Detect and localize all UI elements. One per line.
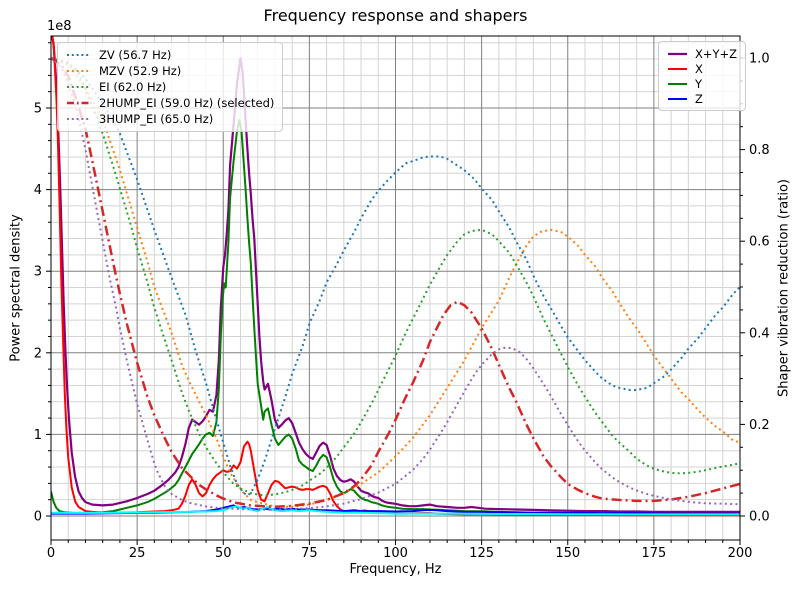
curve-cyan [51,505,740,516]
curve-y [51,119,740,515]
legend-label: Y [695,76,703,91]
curve-mzv [51,57,740,508]
3hump-ei-line-swatch [66,114,92,124]
y-right-tick-label: 0.8 [749,143,770,158]
y-left-tick-label: 3 [34,265,42,280]
x-tick-label: 75 [301,546,318,561]
y-axis-label-left: Power spectral density [8,214,24,362]
chart-title: Frequency response and shapers [263,6,528,25]
legend-label: 3HUMP_EI (65.0 Hz) [99,112,214,126]
y-right-tick-label: 0.0 [749,510,770,525]
curve-xyz [51,36,740,513]
zv-line-swatch [66,50,92,60]
mzv-line-swatch [66,66,92,76]
y-left-tick-label: 4 [34,183,42,198]
tick-marks [46,42,745,545]
x-tick-label: 125 [469,546,494,561]
legend-item-zv: ZV (56.7 Hz) [66,47,274,63]
xyz-line-swatch [667,49,688,59]
legend-item-3hump-ei: 3HUMP_EI (65.0 Hz) [66,111,274,127]
y-axis-offset-label: 1e8 [47,19,72,34]
curve-zv [51,57,740,497]
y-line-swatch [667,79,688,89]
legend-label: Z [695,91,703,106]
y-axis-label-right: Shaper vibration reduction (ratio) [776,179,792,397]
y-left-tick-label: 1 [34,428,42,443]
y-left-tick-label: 0 [34,510,42,525]
legend-label: X+Y+Z [695,46,738,61]
curve-ei [51,57,740,497]
y-left-tick-label: 5 [34,102,42,117]
x-tick-label: 175 [641,546,666,561]
legend-item-2hump-ei: 2HUMP_EI (59.0 Hz) (selected) [66,95,274,111]
legend-label: MZV (52.9 Hz) [99,64,182,78]
y-right-tick-label: 0.4 [749,326,770,341]
legend-label: ZV (56.7 Hz) [99,48,172,62]
legend-label: EI (62.0 Hz) [99,80,167,94]
legend-item-xyz: X+Y+Z [667,46,737,61]
legend-label: X [695,61,703,76]
z-line-swatch [667,94,688,104]
y-right-tick-label: 0.6 [749,235,770,250]
x-line-swatch [667,64,688,74]
legend-item-ei: EI (62.0 Hz) [66,79,274,95]
y-left-tick-label: 2 [34,346,42,361]
2hump-ei-line-swatch [66,98,92,108]
legend-item-mzv: MZV (52.9 Hz) [66,63,274,79]
x-axis-label: Frequency, Hz [349,562,442,577]
ei-line-swatch [66,82,92,92]
legend-label: 2HUMP_EI (59.0 Hz) (selected) [99,96,275,110]
x-tick-label: 25 [129,546,146,561]
legend-shapers: ZV (56.7 Hz) MZV (52.9 Hz) EI (62.0 Hz) … [57,42,284,132]
x-tick-label: 100 [383,546,408,561]
tick-labels: 0 25 50 75 100 125 150 175 200 0 1 2 3 4 5 0.0 0.2 0.4 0.6… [34,52,770,562]
x-tick-label: 0 [47,546,55,561]
x-tick-label: 50 [215,546,232,561]
curves [51,36,740,517]
legend-item-x: X [667,61,737,76]
x-tick-label: 200 [728,546,753,561]
legend-axes: X+Y+Z X Y Z [658,41,747,111]
y-right-tick-label: 1.0 [749,52,770,67]
legend-item-y: Y [667,76,737,91]
y-right-tick-label: 0.2 [749,418,770,433]
legend-item-z: Z [667,91,737,106]
x-tick-label: 150 [555,546,580,561]
